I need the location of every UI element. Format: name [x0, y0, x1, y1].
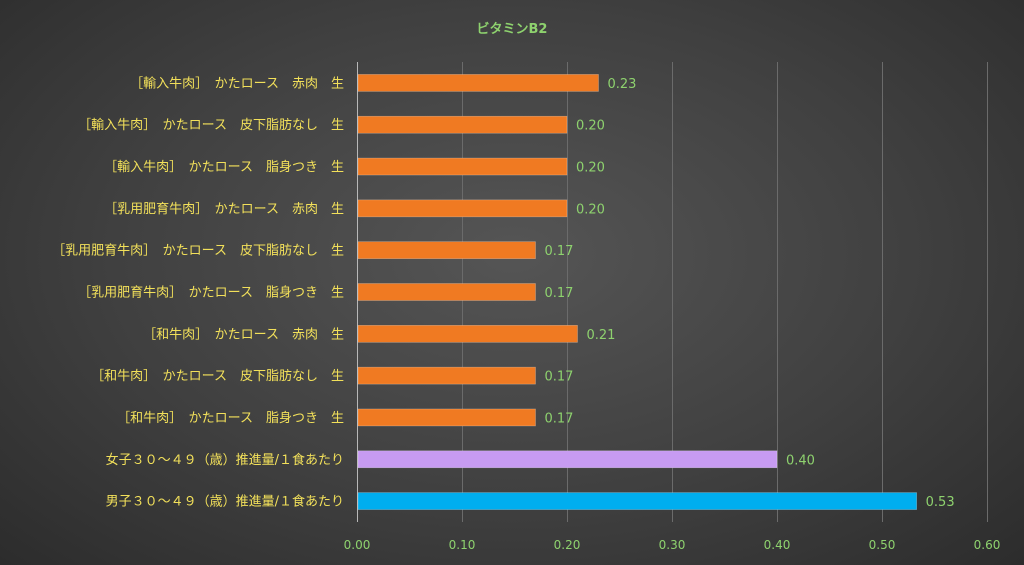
- data-label: 0.20: [576, 119, 605, 134]
- x-tick-label: 0.30: [659, 538, 686, 552]
- x-axis-tick-labels: 0.00 0.10 0.20 0.30 0.40 0.50 0.60: [344, 538, 1001, 552]
- category-label: ［輸入牛肉］ かたロース 皮下脂肪なし 生: [78, 117, 344, 133]
- x-tick-label: 0.10: [449, 538, 476, 552]
- category-label: ［乳用肥育牛肉］ かたロース 脂身つき 生: [78, 285, 344, 301]
- data-label: 0.17: [545, 411, 574, 426]
- category-label: ［輸入牛肉］ かたロース 赤肉 生: [130, 76, 344, 91]
- category-label: ［和牛肉］ かたロース 赤肉 生: [143, 327, 344, 342]
- category-label: ［和牛肉］ かたロース 皮下脂肪なし 生: [91, 368, 344, 384]
- data-label: 0.17: [545, 370, 574, 385]
- data-label: 0.17: [545, 286, 574, 301]
- bar: [357, 325, 578, 343]
- x-tick-label: 0.00: [344, 538, 371, 552]
- data-label: 0.20: [576, 202, 605, 217]
- data-label: 0.17: [545, 244, 574, 259]
- bar: [357, 241, 536, 259]
- bar: [357, 492, 917, 510]
- bar: [357, 74, 599, 92]
- x-tick-label: 0.20: [554, 538, 581, 552]
- x-tick-label: 0.50: [869, 538, 896, 552]
- data-label: 0.40: [786, 453, 815, 468]
- category-label: ［乳用肥育牛肉］ かたロース 赤肉 生: [104, 201, 344, 217]
- chart-title: ビタミンB2: [477, 21, 548, 37]
- value-labels: 0.23 0.20 0.20 0.20 0.17 0.17 0.21 0.17 0.17 0.40…: [545, 77, 955, 510]
- data-label: 0.23: [608, 77, 637, 92]
- data-label: 0.53: [926, 495, 955, 510]
- category-labels: ［輸入牛肉］ かたロース 赤肉 生 ［輸入牛肉］ かたロース 皮下脂肪なし 生 ［輸…: [52, 76, 344, 509]
- bar: [357, 283, 536, 301]
- category-label: ［輸入牛肉］ かたロース 脂身つき 生: [104, 159, 344, 175]
- bar: [357, 408, 536, 427]
- gridlines: [357, 62, 988, 522]
- data-label: 0.21: [587, 328, 616, 343]
- bar: [357, 199, 568, 218]
- bar: [357, 450, 778, 469]
- bars: [357, 74, 917, 510]
- category-label: 男子３０～４９（歳）推進量/１食あたり: [106, 494, 344, 510]
- category-label: ［和牛肉］ かたロース 脂身つき 生: [117, 410, 344, 426]
- category-label: 女子３０～４９（歳）推進量/１食あたり: [106, 452, 344, 468]
- bar: [357, 366, 536, 385]
- x-tick-label: 0.60: [974, 538, 1001, 552]
- bar: [357, 115, 568, 134]
- category-label: ［乳用肥育牛肉］ かたロース 皮下脂肪なし 生: [52, 243, 344, 259]
- data-label: 0.20: [576, 161, 605, 176]
- bar: [357, 157, 568, 176]
- x-tick-label: 0.40: [764, 538, 791, 552]
